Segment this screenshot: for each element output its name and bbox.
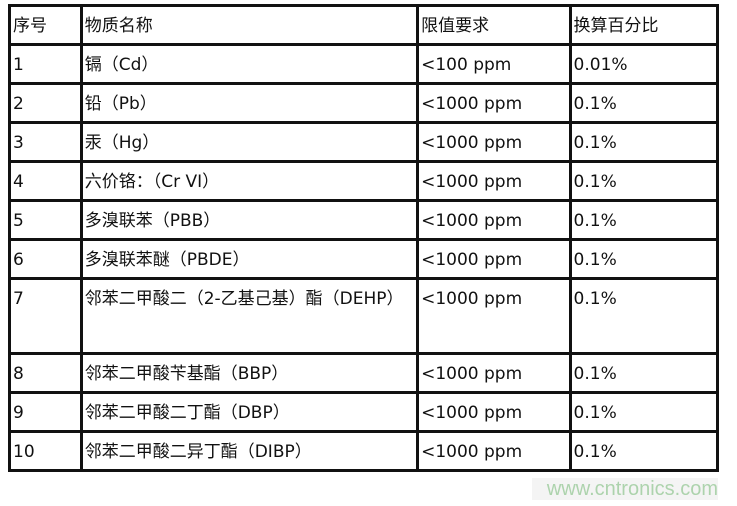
header-row: 序号 物质名称 限值要求 换算百分比 [8, 4, 720, 46]
header-cell: 物质名称 [79, 4, 420, 46]
table-cell: 邻苯二甲酸二异丁酯（DIBP） [79, 430, 420, 472]
table-cell: 0.01% [568, 43, 720, 85]
table-cell: 邻苯二甲酸苄基酯（BBP） [79, 352, 420, 394]
header-cell: 序号 [8, 4, 83, 46]
table-cell: 0.1% [568, 238, 720, 280]
table-row: 3 汞（Hg） <1000 ppm 0.1% [8, 121, 720, 163]
table-cell: 邻苯二甲酸二丁酯（DBP） [79, 391, 420, 433]
table-row: 4 六价铬：（Cr VI） <1000 ppm 0.1% [8, 160, 720, 202]
table-cell: 0.1% [568, 160, 720, 202]
table-row: 7 邻苯二甲酸二（2-乙基己基）酯（DEHP） <1000 ppm 0.1% [8, 277, 720, 355]
table-cell: <1000 ppm [416, 352, 572, 394]
table-row: 2 铅（Pb） <1000 ppm 0.1% [8, 82, 720, 124]
table-cell: 0.1% [568, 199, 720, 241]
watermark: www.cntronics.com [532, 478, 718, 500]
table-cell: 2 [8, 82, 83, 124]
table-cell: 9 [8, 391, 83, 433]
table-cell: 0.1% [568, 82, 720, 124]
table-cell: 1 [8, 43, 83, 85]
table-cell: 多溴联苯醚（PBDE） [79, 238, 420, 280]
table-cell: 6 [8, 238, 83, 280]
table-cell: 六价铬：（Cr VI） [79, 160, 420, 202]
table-cell: 0.1% [568, 352, 720, 394]
table-cell: 0.1% [568, 391, 720, 433]
table-cell: <1000 ppm [416, 121, 572, 163]
substance-limits-table: 序号 物质名称 限值要求 换算百分比 1 镉（Cd） <100 ppm 0.01% 2 铅… [8, 4, 720, 472]
table-cell: 0.1% [568, 430, 720, 472]
table-cell: <1000 ppm [416, 160, 572, 202]
table-cell: 7 [8, 277, 83, 355]
table-cell: 0.1% [568, 121, 720, 163]
table-cell: 3 [8, 121, 83, 163]
table-cell: 10 [8, 430, 83, 472]
table-cell: 4 [8, 160, 83, 202]
table-row: 6 多溴联苯醚（PBDE） <1000 ppm 0.1% [8, 238, 720, 280]
table-cell: <1000 ppm [416, 82, 572, 124]
header-cell: 限值要求 [416, 4, 572, 46]
table-row: 10 邻苯二甲酸二异丁酯（DIBP） <1000 ppm 0.1% [8, 430, 720, 472]
table-cell: <1000 ppm [416, 277, 572, 355]
table-cell: 邻苯二甲酸二（2-乙基己基）酯（DEHP） [79, 277, 420, 355]
table-cell: 汞（Hg） [79, 121, 420, 163]
table-cell: 0.1% [568, 277, 720, 355]
header-cell: 换算百分比 [568, 4, 720, 46]
table-cell: <1000 ppm [416, 391, 572, 433]
table-cell: 铅（Pb） [79, 82, 420, 124]
table-cell: <1000 ppm [416, 238, 572, 280]
table-cell: <100 ppm [416, 43, 572, 85]
table-row: 9 邻苯二甲酸二丁酯（DBP） <1000 ppm 0.1% [8, 391, 720, 433]
table-row: 1 镉（Cd） <100 ppm 0.01% [8, 43, 720, 85]
table-cell: 多溴联苯（PBB） [79, 199, 420, 241]
table-cell: <1000 ppm [416, 199, 572, 241]
table-cell: 镉（Cd） [79, 43, 420, 85]
table-row: 8 邻苯二甲酸苄基酯（BBP） <1000 ppm 0.1% [8, 352, 720, 394]
table-cell: 8 [8, 352, 83, 394]
table-cell: 5 [8, 199, 83, 241]
table-row: 5 多溴联苯（PBB） <1000 ppm 0.1% [8, 199, 720, 241]
table-cell: <1000 ppm [416, 430, 572, 472]
